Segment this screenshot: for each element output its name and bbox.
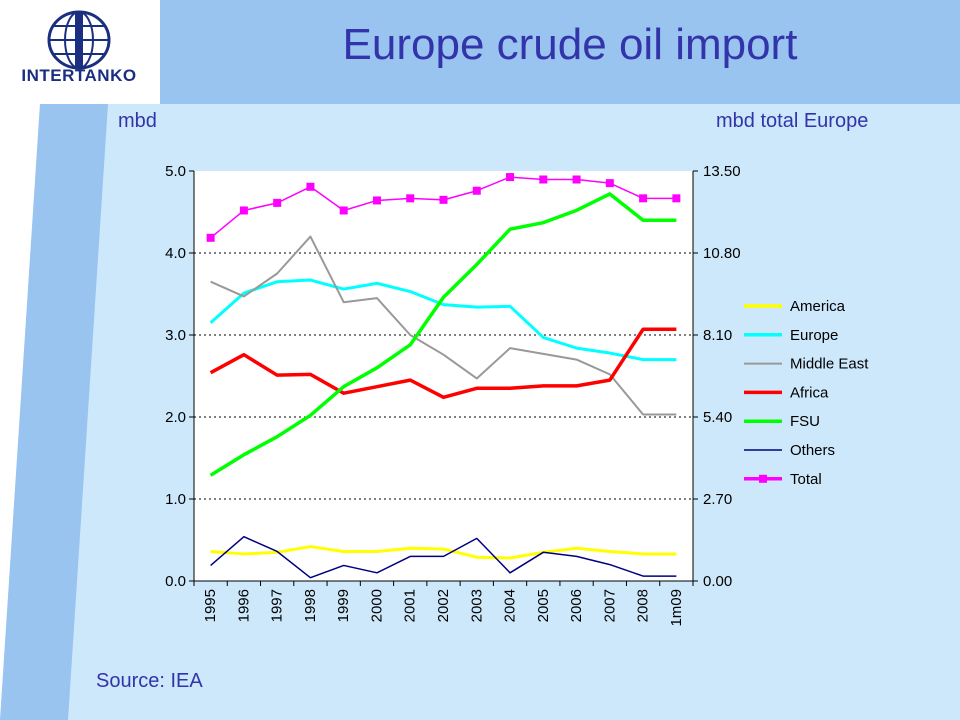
series-line-america xyxy=(210,545,677,560)
data-point-total xyxy=(406,194,415,203)
legend-marker-total xyxy=(759,474,767,483)
x-tick-label: 1996 xyxy=(235,589,252,622)
axis-ticks: 0.0 1.0 2.0 3.0 4.0 5.0 0.00 2.70 5.40 8.10 10.80 1… xyxy=(165,163,740,627)
legend-label-fsu: FSU xyxy=(790,413,820,430)
left-tick-label: 4.0 xyxy=(165,245,186,262)
series-line-middle-east xyxy=(210,235,677,416)
legend-label-middle-east: Middle East xyxy=(790,356,869,373)
data-point-total xyxy=(506,173,515,182)
x-tick-label: 2005 xyxy=(535,589,552,622)
data-point-total xyxy=(273,198,282,207)
page-title: Europe crude oil import xyxy=(342,20,798,69)
plot-area xyxy=(194,171,693,581)
data-point-total xyxy=(239,206,248,215)
data-point-total xyxy=(306,182,315,191)
left-tick-label: 3.0 xyxy=(165,327,186,344)
left-tick-label: 2.0 xyxy=(165,409,186,426)
logo-text: INTERTANKO xyxy=(21,66,137,85)
x-tick-label: 2006 xyxy=(568,589,585,622)
x-tick-label: 2004 xyxy=(502,589,519,622)
legend-label-america: America xyxy=(790,298,846,315)
x-tick-label: 2001 xyxy=(402,589,419,622)
data-point-total xyxy=(672,194,681,203)
data-point-total xyxy=(605,179,614,188)
data-point-total xyxy=(439,195,448,204)
series-line-europe xyxy=(209,278,677,362)
legend-label-total: Total xyxy=(790,471,822,488)
x-tick-label: 2008 xyxy=(635,589,652,622)
right-tick-label: 2.70 xyxy=(703,491,732,508)
legend: America Europe Middle East Africa FSU Others T… xyxy=(744,298,869,488)
data-point-total xyxy=(472,186,481,195)
left-tick-label: 5.0 xyxy=(165,163,186,180)
x-tick-label: 1999 xyxy=(335,589,352,622)
left-accent-band xyxy=(0,104,108,720)
right-axis-unit: mbd total Europe xyxy=(716,110,869,132)
x-tick-label: 1m09 xyxy=(668,589,685,627)
right-tick-label: 10.80 xyxy=(703,245,741,262)
globe-logo-icon xyxy=(47,10,111,70)
series-line-fsu xyxy=(209,192,677,477)
legend-label-europe: Europe xyxy=(790,327,838,344)
header-band xyxy=(160,0,960,104)
data-point-total xyxy=(339,206,348,215)
x-tick-label: 1995 xyxy=(202,589,219,622)
gridlines xyxy=(194,252,693,500)
data-point-total xyxy=(206,233,215,242)
legend-label-africa: Africa xyxy=(790,384,829,401)
source-note: Source: IEA xyxy=(96,670,203,692)
series-layer xyxy=(206,173,681,579)
right-tick-label: 13.50 xyxy=(703,163,741,180)
x-tick-label: 1997 xyxy=(269,589,286,622)
right-tick-label: 0.00 xyxy=(703,573,732,590)
data-point-total xyxy=(639,194,648,203)
data-point-total xyxy=(572,175,581,184)
x-tick-label: 2002 xyxy=(435,589,452,622)
left-tick-label: 1.0 xyxy=(165,491,186,508)
x-tick-label: 2007 xyxy=(601,589,618,622)
x-tick-label: 1998 xyxy=(302,589,319,622)
x-tick-label: 2003 xyxy=(468,589,485,622)
series-line-others xyxy=(210,535,677,579)
x-tick-label: 2000 xyxy=(368,589,385,622)
right-tick-label: 8.10 xyxy=(703,327,732,344)
data-point-total xyxy=(372,196,381,205)
series-line-africa xyxy=(209,327,677,400)
right-tick-label: 5.40 xyxy=(703,409,732,426)
left-tick-label: 0.0 xyxy=(165,573,186,590)
left-axis-unit: mbd xyxy=(118,110,157,132)
data-point-total xyxy=(539,175,548,184)
legend-label-others: Others xyxy=(790,442,835,459)
logo: INTERTANKO xyxy=(6,8,152,92)
